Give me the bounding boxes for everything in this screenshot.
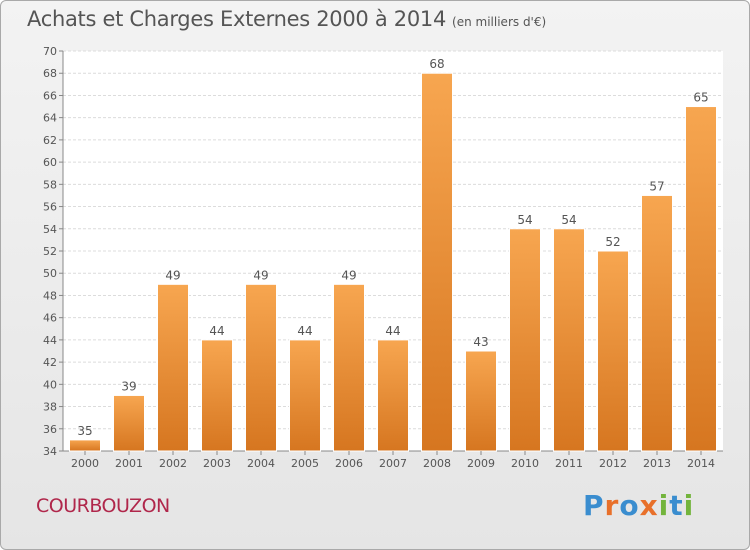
bar <box>509 228 541 452</box>
commune-name: COURBOUZON <box>36 495 170 517</box>
data-label: 43 <box>473 335 488 349</box>
y-tick-label: 68 <box>43 67 57 80</box>
data-label: 39 <box>121 379 136 393</box>
x-tick-label: 2006 <box>335 457 363 470</box>
logo-letter: i <box>683 489 695 522</box>
logo-letter: x <box>639 489 659 522</box>
data-label: 65 <box>693 91 708 105</box>
bar <box>157 283 189 452</box>
y-tick-label: 44 <box>43 334 57 347</box>
bar <box>69 439 101 452</box>
x-tick-label: 2008 <box>423 457 451 470</box>
data-label: 49 <box>253 268 268 282</box>
y-tick-label: 48 <box>43 289 57 302</box>
bar <box>641 194 673 452</box>
y-tick-label: 38 <box>43 401 57 414</box>
data-label: 44 <box>209 324 224 338</box>
y-tick-label: 54 <box>43 223 57 236</box>
bar <box>465 350 497 452</box>
bar <box>685 106 717 452</box>
x-tick-label: 2009 <box>467 457 495 470</box>
bar <box>113 394 145 452</box>
x-tick-label: 2000 <box>71 457 99 470</box>
proxiti-logo: Proxiti <box>583 489 694 522</box>
data-label: 44 <box>385 324 400 338</box>
x-tick-label: 2004 <box>247 457 275 470</box>
bar <box>553 228 585 452</box>
x-tick-label: 2011 <box>555 457 583 470</box>
bar <box>245 283 277 452</box>
y-tick-label: 40 <box>43 378 57 391</box>
data-label: 57 <box>649 179 664 193</box>
bar <box>597 250 629 452</box>
y-tick-label: 70 <box>43 45 57 58</box>
y-tick-label: 64 <box>43 112 57 125</box>
y-tick-label: 50 <box>43 267 57 280</box>
x-tick-label: 2005 <box>291 457 319 470</box>
y-tick-label: 58 <box>43 178 57 191</box>
y-tick-label: 56 <box>43 201 57 214</box>
y-tick-label: 66 <box>43 89 57 102</box>
logo-letter: P <box>583 489 605 522</box>
bar <box>421 72 453 452</box>
y-tick-label: 36 <box>43 423 57 436</box>
x-tick-label: 2012 <box>599 457 627 470</box>
bar <box>289 339 321 452</box>
title-text: Achats et Charges Externes 2000 à 2014 <box>27 7 447 31</box>
y-tick-label: 52 <box>43 245 57 258</box>
data-label: 54 <box>517 213 532 227</box>
data-label: 49 <box>341 268 356 282</box>
chart-title: Achats et Charges Externes 2000 à 2014 (e… <box>27 7 546 31</box>
data-label: 68 <box>429 57 444 71</box>
data-label: 49 <box>165 268 180 282</box>
x-tick-label: 2010 <box>511 457 539 470</box>
x-tick-label: 2002 <box>159 457 187 470</box>
x-tick-label: 2013 <box>643 457 671 470</box>
bar <box>333 283 365 452</box>
bar <box>201 339 233 452</box>
logo-letter: i <box>658 489 670 522</box>
logo-letter: r <box>604 489 620 522</box>
x-tick-label: 2014 <box>687 457 715 470</box>
y-tick-label: 46 <box>43 312 57 325</box>
data-label: 35 <box>77 424 92 438</box>
x-tick-label: 2001 <box>115 457 143 470</box>
data-label: 54 <box>561 213 576 227</box>
logo-letter: t <box>669 489 684 522</box>
x-tick-label: 2003 <box>203 457 231 470</box>
y-tick-label: 62 <box>43 134 57 147</box>
data-label: 52 <box>605 235 620 249</box>
bar <box>377 339 409 452</box>
data-label: 44 <box>297 324 312 338</box>
logo-letter: o <box>619 489 640 522</box>
x-tick-label: 2007 <box>379 457 407 470</box>
unit-text: (en milliers d'€) <box>452 15 547 29</box>
y-tick-label: 60 <box>43 156 57 169</box>
y-tick-label: 34 <box>43 445 57 458</box>
y-tick-label: 42 <box>43 356 57 369</box>
